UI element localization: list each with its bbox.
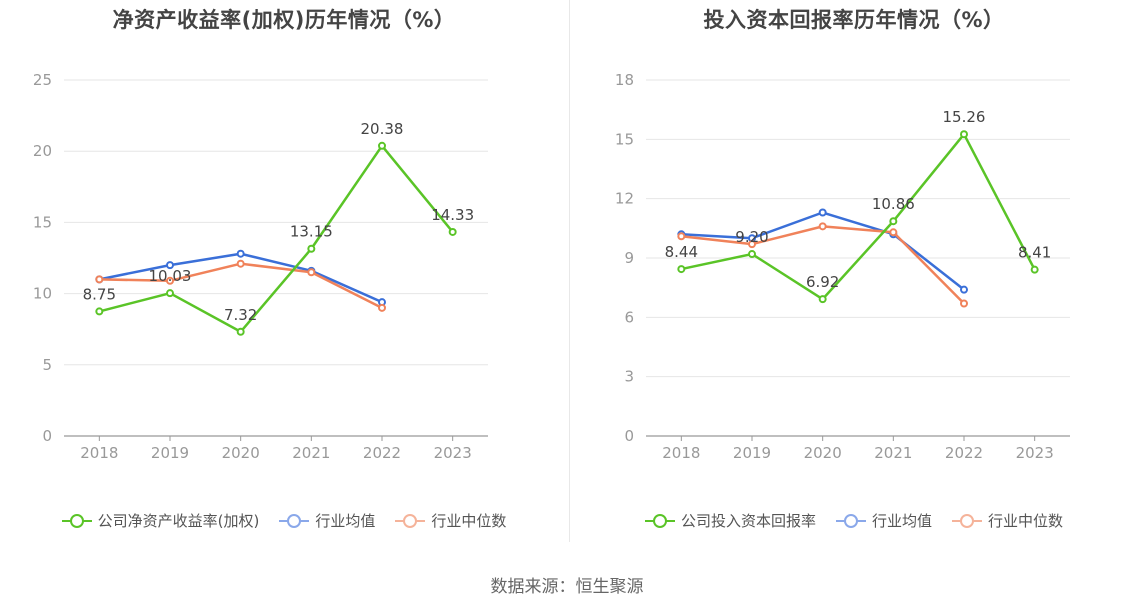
data-label-company: 8.41 [1018, 244, 1051, 262]
data-label-company: 8.75 [83, 285, 116, 303]
data-point-industry_median [307, 268, 316, 277]
data-point-company [95, 307, 104, 316]
y-tick-label: 9 [624, 249, 634, 267]
x-tick-label: 2020 [804, 444, 842, 462]
data-point-industry_median [236, 259, 245, 268]
data-label-company: 14.33 [431, 206, 474, 224]
data-point-company [1030, 265, 1039, 274]
data-point-company [448, 227, 457, 236]
data-point-industry_median [889, 228, 898, 237]
data-point-company [677, 265, 686, 274]
data-label-company: 10.86 [872, 195, 915, 213]
roe-chart-legend: 公司净资产收益率(加权) 行业均值 行业中位数 [0, 510, 568, 531]
series-line-industry_median [681, 225, 965, 305]
data-point-industry_median [378, 303, 386, 312]
y-tick-label: 6 [624, 308, 634, 326]
roe-chart-plot: 0 5 10 15 20 25 2018 2019 2020 2021 2022 2023 8.75 10… [33, 71, 488, 462]
y-tick-label: 0 [42, 427, 52, 445]
data-point-company [378, 141, 386, 150]
legend-marker-industry-median [395, 513, 426, 529]
legend-item-company-roic[interactable]: 公司投入资本回报率 [644, 510, 816, 531]
data-point-industry_median [960, 299, 968, 308]
data-point-industry_avg [236, 249, 245, 258]
legend-label-company-roe: 公司净资产收益率(加权) [97, 512, 260, 530]
x-tick-label: 2022 [945, 444, 983, 462]
legend-marker-industry-median [952, 513, 982, 529]
data-point-company [889, 217, 898, 226]
x-tick-label: 2018 [80, 444, 118, 462]
legend-marker-industry-avg [279, 513, 310, 529]
data-point-industry_avg [818, 208, 827, 217]
data-point-industry_median [166, 276, 174, 285]
legend-label-industry-avg: 行业均值 [315, 512, 376, 530]
data-point-company [818, 295, 827, 304]
legend-item-industry-avg[interactable]: 行业均值 [835, 510, 932, 531]
data-point-industry_median [95, 275, 104, 284]
roe-chart-title: 净资产收益率(加权)历年情况（%） [112, 8, 456, 32]
data-label-company: 6.92 [806, 273, 839, 291]
y-tick-label: 15 [615, 130, 634, 148]
legend-item-industry-avg[interactable]: 行业均值 [279, 510, 375, 531]
data-label-company: 15.26 [943, 108, 986, 126]
data-label-company: 7.32 [224, 306, 257, 324]
y-tick-label: 0 [624, 427, 634, 445]
y-tick-label: 20 [33, 142, 52, 160]
data-point-company [960, 130, 968, 139]
x-tick-label: 2022 [363, 444, 401, 462]
data-source-footer: 数据来源：恒生聚源 [490, 577, 644, 597]
legend-label-industry-median: 行业中位数 [988, 512, 1064, 530]
data-point-industry_avg [960, 285, 968, 294]
x-tick-label: 2023 [434, 444, 472, 462]
x-tick-label: 2019 [733, 444, 771, 462]
roic-chart-panel: 投入资本回报率历年情况（%） 0 3 6 9 12 15 18 2018 2019 2020 202… [574, 0, 1134, 560]
data-point-company [748, 250, 756, 259]
data-point-company [307, 244, 316, 253]
data-label-company: 20.38 [361, 120, 404, 138]
y-tick-label: 18 [615, 71, 634, 89]
y-tick-label: 10 [33, 285, 52, 303]
data-point-industry_median [677, 232, 686, 241]
legend-label-industry-avg: 行业均值 [871, 512, 932, 530]
legend-marker-company [644, 513, 675, 529]
x-tick-label: 2020 [222, 444, 260, 462]
legend-item-company-roe[interactable]: 公司净资产收益率(加权) [61, 510, 260, 531]
series-line-company [99, 144, 454, 334]
legend-marker-company [61, 513, 92, 529]
data-label-company: 8.44 [665, 243, 698, 261]
legend-item-industry-median[interactable]: 行业中位数 [395, 510, 506, 531]
x-tick-label: 2021 [292, 444, 330, 462]
legend-item-industry-median[interactable]: 行业中位数 [952, 510, 1063, 531]
data-point-company [166, 289, 174, 298]
x-tick-label: 2019 [151, 444, 189, 462]
x-tick-label: 2018 [662, 444, 700, 462]
legend-marker-industry-avg [835, 513, 866, 529]
y-tick-label: 3 [624, 368, 634, 386]
legend-label-industry-median: 行业中位数 [431, 512, 507, 530]
y-tick-label: 5 [42, 356, 52, 374]
y-tick-label: 12 [615, 190, 634, 208]
data-point-industry_median [818, 222, 827, 231]
data-point-company [236, 327, 245, 336]
roe-chart-panel: 净资产收益率(加权)历年情况（%） 0 5 10 15 20 25 2018 2019 2020… [0, 0, 568, 560]
data-point-industry_avg [166, 261, 174, 270]
data-point-industry_median [748, 240, 756, 249]
data-label-company: 9.20 [735, 228, 768, 246]
data-label-company: 13.15 [290, 223, 333, 241]
x-tick-label: 2021 [874, 444, 912, 462]
y-tick-label: 15 [33, 213, 52, 231]
roic-chart-title: 投入资本回报率历年情况（%） [703, 8, 1005, 32]
x-tick-label: 2023 [1016, 444, 1054, 462]
data-label-company: 10.03 [149, 267, 192, 285]
roic-chart-plot: 0 3 6 9 12 15 18 2018 2019 2020 2021 2022 2023 8.44 9.… [615, 71, 1070, 462]
y-tick-label: 25 [33, 71, 52, 89]
panel-divider [569, 0, 570, 542]
roic-chart-legend: 公司投入资本回报率 行业均值 行业中位数 [574, 510, 1134, 531]
series-line-company [681, 132, 1036, 301]
legend-label-company-roic: 公司投入资本回报率 [680, 512, 816, 530]
